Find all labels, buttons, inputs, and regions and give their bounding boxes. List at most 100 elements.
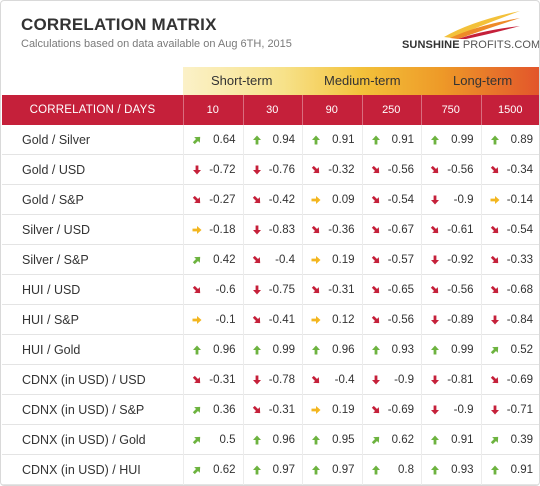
correlation-cell: -0.83: [243, 215, 303, 245]
term-long: Long-term: [453, 73, 513, 88]
days-header-90: 90: [325, 104, 338, 116]
row-label: Gold / USD: [22, 163, 86, 177]
row-label: Gold / S&P: [22, 193, 84, 207]
correlation-value: 0.42: [213, 254, 236, 266]
correlation-value: 0.97: [272, 464, 295, 476]
cell-separator: [480, 275, 482, 305]
arrow-down-right-icon: [311, 285, 320, 294]
correlation-cell: -0.27: [183, 185, 243, 215]
header-separator: [242, 95, 244, 125]
correlation-cell: 0.12: [302, 305, 362, 335]
cell-separator: [421, 335, 422, 365]
cell-separator: [421, 275, 422, 305]
cell-separator: [480, 245, 482, 275]
arrow-right-icon: [490, 196, 499, 204]
arrow-up-icon: [490, 135, 499, 145]
row-label: HUI / USD: [22, 283, 81, 297]
table-row: Silver / USD -0.18 -0.83 -0.36 -0.67 -0.61 -0.…: [2, 215, 539, 245]
correlation-cell: -0.56: [362, 305, 422, 335]
cell-separator: [361, 245, 363, 275]
correlation-cell: 0.19: [302, 245, 362, 275]
correlation-value: -0.9: [394, 374, 414, 386]
cell-separator: [183, 305, 184, 335]
correlation-value: -0.56: [447, 284, 474, 296]
arrow-up-right-icon: [192, 256, 201, 265]
correlation-cell: -0.54: [362, 185, 422, 215]
correlation-cell: 0.93: [362, 335, 422, 365]
correlation-cell: -0.67: [362, 215, 422, 245]
cell-separator: [242, 335, 244, 365]
correlation-value: -0.34: [506, 164, 533, 176]
cell-separator: [183, 185, 184, 215]
correlation-value: 0.96: [272, 434, 295, 446]
arrow-up-right-icon: [192, 466, 201, 475]
page-subtitle: Calculations based on data available on …: [21, 38, 292, 50]
correlation-value: 0.91: [510, 464, 533, 476]
cell-separator: [183, 155, 184, 185]
arrow-up-icon: [252, 345, 261, 355]
cell-separator: [242, 365, 244, 395]
arrow-down-right-icon: [192, 285, 201, 294]
cell-separator: [480, 455, 482, 485]
correlation-cell: -0.78: [243, 365, 303, 395]
arrow-right-icon: [192, 316, 202, 324]
arrow-down-icon: [431, 255, 439, 265]
correlation-value: -0.54: [506, 224, 533, 236]
table-row: HUI / S&P -0.1 -0.41 0.12 -0.56 -0.89 -0.84: [2, 305, 539, 335]
correlation-value: -0.56: [387, 164, 414, 176]
cell-separator: [361, 425, 363, 455]
arrow-down-right-icon: [311, 225, 320, 234]
arrow-down-right-icon: [371, 285, 379, 294]
correlation-value: -0.41: [268, 314, 295, 326]
arrow-up-right-icon: [371, 436, 379, 445]
correlation-cell: -0.68: [481, 275, 540, 305]
arrow-right-icon: [311, 256, 321, 264]
sunshine-profits-logo[interactable]: SUNSHINE PROFITS.COM: [402, 9, 539, 57]
arrow-up-icon: [252, 435, 261, 445]
correlation-value: -0.92: [447, 254, 474, 266]
cell-separator: [361, 365, 363, 395]
cell-separator: [480, 335, 482, 365]
correlation-cell: -0.34: [481, 155, 540, 185]
cell-separator: [242, 215, 244, 245]
cell-separator: [361, 125, 363, 155]
arrow-down-right-icon: [371, 195, 379, 204]
correlation-value: 0.19: [332, 404, 355, 416]
row-label: HUI / S&P: [22, 313, 79, 327]
cell-separator: [361, 395, 363, 425]
cell-separator: [242, 245, 244, 275]
correlation-cell: 0.42: [183, 245, 243, 275]
arrow-down-right-icon: [311, 375, 320, 384]
correlation-cell: -0.9: [362, 365, 422, 395]
arrow-down-icon: [252, 225, 261, 235]
correlation-cell: -0.31: [183, 365, 243, 395]
correlation-cell: 0.39: [481, 425, 540, 455]
table-row: CDNX (in USD) / USD -0.31 -0.78 -0.4 -0.9 -0.…: [2, 365, 539, 395]
correlation-cell: 0.91: [362, 125, 422, 155]
correlation-value: 0.8: [398, 464, 414, 476]
arrow-down-icon: [431, 405, 439, 415]
correlation-value: -0.14: [506, 194, 533, 206]
cell-separator: [183, 215, 184, 245]
arrow-up-right-icon: [192, 136, 201, 145]
cell-separator: [302, 185, 303, 215]
cell-separator: [302, 365, 303, 395]
arrow-down-right-icon: [252, 405, 260, 414]
correlation-cell: -0.1: [183, 305, 243, 335]
cell-separator: [242, 275, 244, 305]
correlation-cell: 0.36: [183, 395, 243, 425]
arrow-down-right-icon: [430, 165, 439, 174]
term-gradient-bar: Short-term Medium-term Long-term: [183, 67, 539, 95]
row-label: CDNX (in USD) / USD: [22, 373, 146, 387]
cell-separator: [183, 395, 184, 425]
correlation-cell: -0.56: [421, 275, 481, 305]
cell-separator: [361, 275, 363, 305]
correlation-cell: 0.5: [183, 425, 243, 455]
arrow-down-right-icon: [490, 285, 498, 294]
cell-separator: [302, 395, 303, 425]
correlation-value: 0.19: [332, 254, 355, 266]
correlation-cell: -0.56: [421, 155, 481, 185]
cell-separator: [183, 455, 184, 485]
arrow-down-right-icon: [252, 315, 260, 324]
correlation-cell: 0.96: [302, 335, 362, 365]
